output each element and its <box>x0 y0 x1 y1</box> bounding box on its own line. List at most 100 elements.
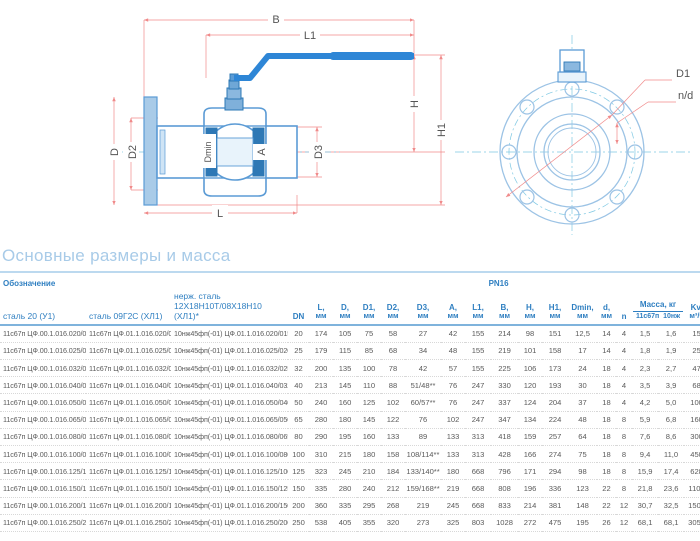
group-header-pn: PN16 <box>488 279 509 288</box>
front-view-leaders <box>505 79 676 198</box>
cell-Kv: 25 <box>684 342 700 361</box>
label-Dmin: Dmin <box>203 141 213 162</box>
cell-B: 347 <box>491 411 519 429</box>
cell-L: 179 <box>309 342 334 361</box>
cell-Kv: 15 <box>684 325 700 343</box>
cell-B: 214 <box>491 325 519 343</box>
cell-stainless: 10нж45фп(-01) ЦФ.01.1.016.150/125 <box>171 479 289 498</box>
cell-massa2: 1,9 <box>658 342 685 361</box>
cell-DN: 200 <box>288 497 310 515</box>
valve-side-view <box>143 52 414 206</box>
cell-H1: 475 <box>542 514 569 532</box>
cell-D1: 180 <box>357 445 382 464</box>
cell-massa1: 21,8 <box>632 479 659 498</box>
cell-A: 42 <box>441 325 466 343</box>
cell-steel20: 11с67п ЦФ.00.1.016.125/100 <box>0 462 86 481</box>
cell-D2: 184 <box>381 462 406 481</box>
cell-Dmin: 64 <box>568 428 598 446</box>
cell-Kv: 300 <box>684 428 700 446</box>
cell-steel20: 11с67п ЦФ.00.1.016.150/125 <box>0 479 86 498</box>
cell-H: 98 <box>518 325 543 343</box>
cell-D1: 295 <box>357 497 382 515</box>
cell-D2: 58 <box>381 325 406 343</box>
col-head-h: H, мм <box>524 302 536 321</box>
cell-D: 180 <box>333 411 358 429</box>
cell-massa1: 9,4 <box>632 445 659 464</box>
cell-stainless: 10нж45фп(-01) ЦФ.01.1.016.080/065 <box>171 428 289 446</box>
cell-DN: 20 <box>288 325 310 343</box>
cell-massa2: 32,5 <box>658 497 685 515</box>
cell-steel09g2s: 11с67п ЦФ.01.1.016.040/032 <box>86 376 171 395</box>
cell-H1: 224 <box>542 411 569 429</box>
cell-n: 8 <box>616 411 633 429</box>
cell-massa2: 2,7 <box>658 359 685 378</box>
cell-stainless: 10нж45фп(-01) ЦФ.01.1.016.050/040 <box>171 393 289 412</box>
cell-L1: 668 <box>465 462 492 481</box>
cell-B: 428 <box>491 445 519 464</box>
cell-D2: 68 <box>381 342 406 361</box>
cell-Dmin: 75 <box>568 445 598 464</box>
cell-L1: 313 <box>465 428 492 446</box>
table-row: 11с67п ЦФ.00.1.016.100/080 11с67п ЦФ.01.1… <box>0 445 700 464</box>
cell-n: 8 <box>616 479 633 498</box>
table-group-header-row: Обозначение PN16 <box>0 277 700 290</box>
cell-D3: 133/140** <box>405 462 442 481</box>
cell-A: 102 <box>441 411 466 429</box>
cell-steel09g2s: 11с67п ЦФ.01.1.016.150/125 <box>86 479 171 498</box>
cell-steel20: 11с67п ЦФ.00.1.016.250/200 <box>0 514 86 532</box>
col-head-dn: DN <box>292 311 305 321</box>
dimension-labels: B L1 L H H1 D D2 A D3 Dmin D1 n <box>106 11 693 220</box>
cell-d: 18 <box>597 411 617 429</box>
cell-D: 160 <box>333 393 358 412</box>
cell-Dmin: 98 <box>568 462 598 481</box>
cell-massa2: 8,6 <box>658 428 685 446</box>
label-B: B <box>272 14 279 26</box>
cell-stainless: 10нж45фп(-01) ЦФ.01.1.016.125/100 <box>171 462 289 481</box>
cell-D2: 268 <box>381 497 406 515</box>
cell-stainless: 10нж45фп(-01) ЦФ.01.1.016.020/015 <box>171 325 289 343</box>
cell-steel20: 11с67п ЦФ.00.1.016.050/040 <box>0 393 86 412</box>
cell-massa1: 4,2 <box>632 393 659 412</box>
col-head-l1: L1, мм <box>472 302 484 321</box>
col-head-steel20: сталь 20 (У1) <box>3 311 56 322</box>
cell-D1: 100 <box>357 359 382 378</box>
table-row: 11с67п ЦФ.00.1.016.065/050 11с67п ЦФ.01.1… <box>0 411 700 429</box>
cell-A: 48 <box>441 342 466 361</box>
cell-L: 310 <box>309 445 334 464</box>
col-head-kv: Kv,м³/ч <box>689 302 700 321</box>
cell-massa2: 23,6 <box>658 479 685 498</box>
cell-H: 272 <box>518 514 543 532</box>
cell-d: 18 <box>597 393 617 412</box>
cell-H: 106 <box>518 359 543 378</box>
col-head-b: B, мм <box>498 302 511 321</box>
cell-d: 18 <box>597 376 617 395</box>
label-nd: n/d <box>678 90 693 102</box>
cell-D1: 240 <box>357 479 382 498</box>
col-head-d: D, мм <box>339 302 351 321</box>
cell-H: 196 <box>518 479 543 498</box>
cell-H: 166 <box>518 445 543 464</box>
cell-stainless: 10нж45фп(-01) ЦФ.01.1.016.100/080 <box>171 445 289 464</box>
cell-B: 225 <box>491 359 519 378</box>
cell-DN: 250 <box>288 514 310 532</box>
cell-DN: 100 <box>288 445 310 464</box>
cell-B: 1028 <box>491 514 519 532</box>
cell-B: 418 <box>491 428 519 446</box>
cell-Kv: 68 <box>684 376 700 395</box>
cell-A: 57 <box>441 359 466 378</box>
cell-L: 174 <box>309 325 334 343</box>
col-head-d1: D1, мм <box>362 302 376 321</box>
cell-H: 214 <box>518 497 543 515</box>
cell-n: 4 <box>616 393 633 412</box>
cell-Dmin: 148 <box>568 497 598 515</box>
col-head-massa: Масса, кг 11с67п 10нж <box>632 290 684 324</box>
cell-steel09g2s: 11с67п ЦФ.01.1.016.080/065 <box>86 428 171 446</box>
cell-H1: 151 <box>542 325 569 343</box>
cell-H1: 274 <box>542 445 569 464</box>
cell-L1: 668 <box>465 497 492 515</box>
cell-steel20: 11с67п ЦФ.00.1.016.040/032 <box>0 376 86 395</box>
label-H1: H1 <box>436 123 448 137</box>
cell-D2: 158 <box>381 445 406 464</box>
cell-D3: 159/168** <box>405 479 442 498</box>
cell-massa1: 1,5 <box>632 325 659 343</box>
